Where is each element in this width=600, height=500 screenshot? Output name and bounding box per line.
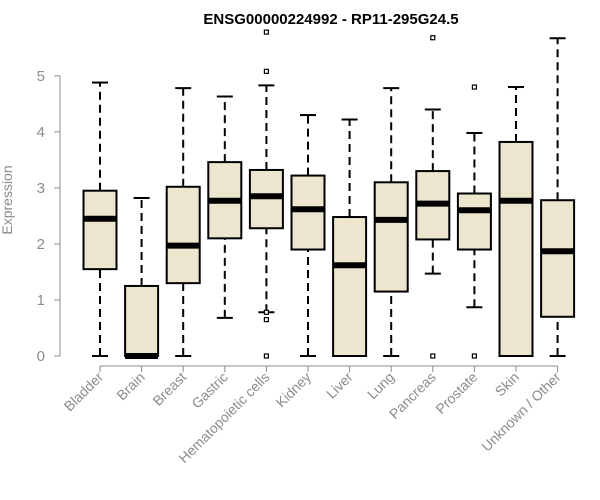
y-tick-label: 2 (37, 236, 45, 253)
box-lung (373, 87, 409, 357)
chart-title: ENSG00000224992 - RP11-295G24.5 (203, 11, 458, 28)
outlier-point (263, 68, 269, 74)
outlier-point (263, 316, 269, 323)
y-axis-label: Expression (0, 165, 15, 234)
y-tick-label: 4 (37, 124, 45, 141)
box-unknown-other (540, 37, 576, 357)
box-bladder (82, 81, 118, 357)
outlier-point (263, 29, 269, 35)
box-hematopoietic-cells (248, 29, 284, 359)
iqr-box (332, 216, 368, 357)
y-tick-label: 0 (37, 348, 45, 365)
y-tick-label: 1 (37, 292, 45, 309)
x-tick-label: Skin (492, 369, 523, 400)
x-tick-label: Lung (364, 369, 397, 402)
x-tick-label: Liver (323, 369, 356, 402)
box-breast (165, 87, 201, 357)
outlier-point (263, 309, 269, 315)
box-prostate (456, 84, 492, 359)
iqr-box (82, 189, 118, 271)
boxes-group (82, 29, 576, 359)
x-tick-label: Bladder (61, 369, 107, 415)
iqr-box (498, 140, 534, 357)
outlier-point (471, 353, 477, 359)
outlier-point (430, 353, 436, 359)
box-pancreas (415, 35, 451, 359)
iqr-box (456, 192, 492, 251)
outlier-point (430, 35, 436, 41)
box-liver (332, 118, 368, 357)
iqr-box (290, 174, 326, 251)
x-tick-label: Breast (149, 369, 189, 409)
box-kidney (290, 114, 326, 357)
iqr-box (165, 185, 201, 285)
y-axis: 0 1 2 3 4 5 (37, 68, 61, 365)
box-skin (498, 86, 534, 357)
y-tick-label: 3 (37, 180, 45, 197)
box-brain (124, 196, 160, 359)
x-tick-label: Kidney (273, 369, 315, 411)
box-gastric (207, 95, 243, 319)
x-tick-label: Prostate (432, 369, 480, 417)
outlier-point (263, 353, 269, 359)
iqr-box (540, 199, 576, 318)
x-tick-label: Brain (113, 369, 147, 403)
x-tick-label: Unknown / Other (478, 369, 564, 455)
outlier-point (471, 84, 477, 90)
y-tick-label: 5 (37, 68, 45, 85)
iqr-box (124, 284, 160, 358)
iqr-box (373, 181, 409, 293)
